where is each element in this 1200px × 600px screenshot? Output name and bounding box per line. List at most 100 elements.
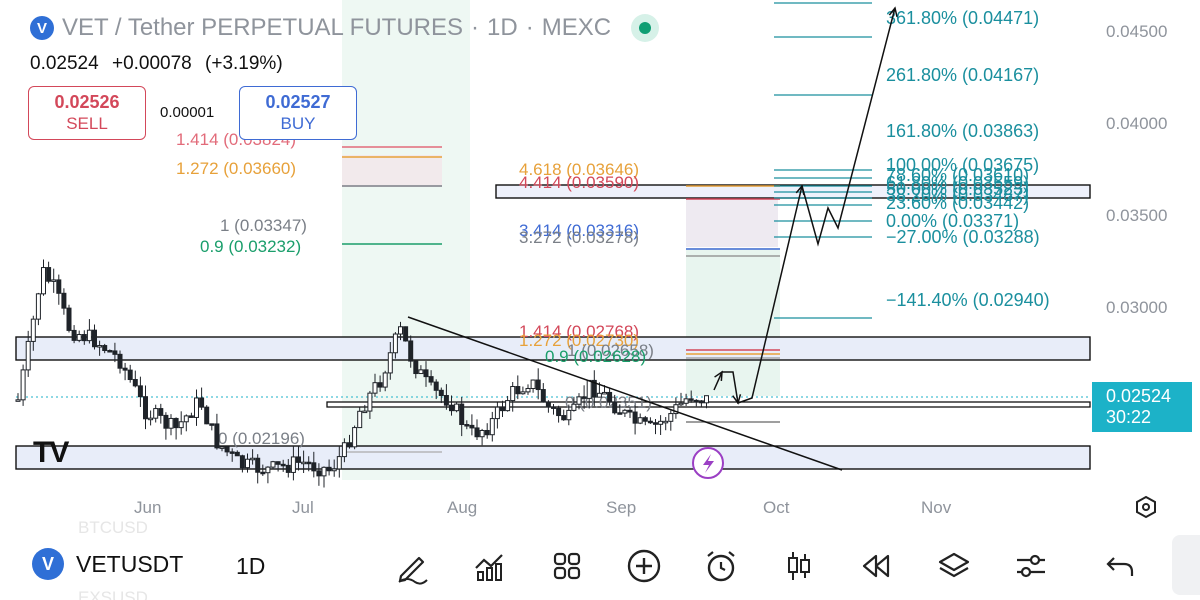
vet-coin-icon: V xyxy=(30,16,54,40)
candle-body xyxy=(173,417,179,429)
fib-extension-label: 361.80% (0.04471) xyxy=(886,8,1039,28)
candle-body xyxy=(35,293,41,320)
candle-body xyxy=(678,402,684,406)
buy-button[interactable]: 0.02527 BUY xyxy=(239,86,357,140)
candle-body xyxy=(127,369,133,381)
fib-label: 1.272 (0.03660) xyxy=(176,159,296,178)
candle-body xyxy=(535,379,541,391)
candle-body xyxy=(459,403,465,426)
candle-body xyxy=(260,471,266,475)
fib-label: 1 (0.03347) xyxy=(220,216,307,235)
candle-body xyxy=(183,415,189,423)
time-axis-tick: Nov xyxy=(921,498,952,517)
side-panel-handle[interactable] xyxy=(1172,535,1200,595)
fib-label: 0 (0.02196) xyxy=(218,429,305,448)
candle-body xyxy=(209,423,215,426)
projection-arrowhead xyxy=(714,370,723,382)
candle-body xyxy=(693,399,699,403)
fib-extension-label: 50.00% (0.03523) xyxy=(886,179,1029,199)
sell-label: SELL xyxy=(66,114,108,133)
fib-extension-label: 38.20% (0.03487) xyxy=(886,185,1029,205)
candle-body xyxy=(219,446,225,449)
candle-body xyxy=(76,334,82,341)
indicators-icon[interactable] xyxy=(470,546,510,586)
candle-body xyxy=(270,461,276,468)
candle-body xyxy=(214,423,220,449)
candle-body xyxy=(301,461,307,465)
candle-body xyxy=(596,392,602,398)
candle-body xyxy=(66,307,72,331)
candle-body xyxy=(566,409,572,421)
event-lightning-icon xyxy=(703,454,714,473)
candle-body xyxy=(132,379,138,387)
candle-body xyxy=(178,421,184,429)
candle-body xyxy=(311,462,317,472)
candle-body xyxy=(158,408,164,416)
candle-body xyxy=(331,468,337,472)
buy-price: 0.02527 xyxy=(265,92,331,112)
candle-body xyxy=(199,397,205,408)
vet-coin-icon: V xyxy=(32,548,64,580)
fib-label: 4.618 (0.03646) xyxy=(519,160,639,179)
candle-body xyxy=(494,406,500,420)
time-axis-tick: Jul xyxy=(292,498,314,517)
price-change: +0.00078 xyxy=(111,53,192,74)
projection-arrowhead xyxy=(888,6,898,17)
candles-icon[interactable] xyxy=(779,546,819,586)
candle-body xyxy=(372,382,378,394)
fib-extension-label: 0.00% (0.03371) xyxy=(886,211,1019,231)
candle-body xyxy=(163,414,169,429)
candle-body xyxy=(204,406,210,425)
pencil-icon[interactable] xyxy=(393,546,433,586)
candle-body xyxy=(489,418,495,436)
time-axis-tick: Sep xyxy=(606,498,637,517)
chart-settings-icon[interactable] xyxy=(1134,495,1158,525)
replay-icon[interactable] xyxy=(856,546,896,586)
candle-body xyxy=(443,395,449,406)
spread-value: 0.00001 xyxy=(160,104,215,121)
candle-body xyxy=(454,403,460,412)
candle-body xyxy=(86,329,92,342)
candle-body xyxy=(683,398,689,404)
undo-icon[interactable] xyxy=(1100,546,1140,586)
price-change-percent: (+3.19%) xyxy=(205,53,283,74)
candle-body xyxy=(398,326,403,335)
grid-icon[interactable] xyxy=(547,546,587,586)
candle-body xyxy=(224,446,230,453)
candle-body xyxy=(122,367,128,371)
candle-body xyxy=(92,329,97,348)
price-axis-tick: 0.04000 xyxy=(1106,114,1168,133)
candle-body xyxy=(51,279,57,282)
candle-body xyxy=(418,369,424,375)
candle-body xyxy=(607,391,613,403)
fib-label: 0.9 (0.02628) xyxy=(545,347,646,366)
candle-body xyxy=(515,386,521,395)
add-icon[interactable] xyxy=(624,546,664,586)
candle-body xyxy=(428,376,434,383)
candle-body xyxy=(510,386,516,402)
candle-body xyxy=(357,410,363,429)
candle-body xyxy=(449,404,454,412)
alarm-icon[interactable] xyxy=(701,546,741,586)
timeframe-selector[interactable]: 1D xyxy=(236,553,266,579)
settings-sliders-icon[interactable] xyxy=(1011,546,1051,586)
candle-body xyxy=(673,404,679,415)
time-axis-tick: Aug xyxy=(447,498,478,517)
candle-body xyxy=(290,456,296,473)
candle-body xyxy=(316,470,322,477)
price-axis-tick: 0.03500 xyxy=(1106,206,1168,225)
candle-body xyxy=(341,442,347,458)
candle-body xyxy=(188,415,194,418)
layers-icon[interactable] xyxy=(934,546,974,586)
fib-level-band xyxy=(342,155,442,187)
candle-body xyxy=(413,360,419,375)
candle-body xyxy=(20,369,26,401)
sell-button[interactable]: 0.02526 SELL xyxy=(28,86,146,140)
fib-level-band xyxy=(686,195,778,247)
watchlist-ghost-symbol: BTCUSD xyxy=(78,518,148,537)
symbol-selector[interactable]: V VETUSDT xyxy=(32,548,183,580)
candle-body xyxy=(112,350,118,355)
candle-body xyxy=(168,417,174,429)
